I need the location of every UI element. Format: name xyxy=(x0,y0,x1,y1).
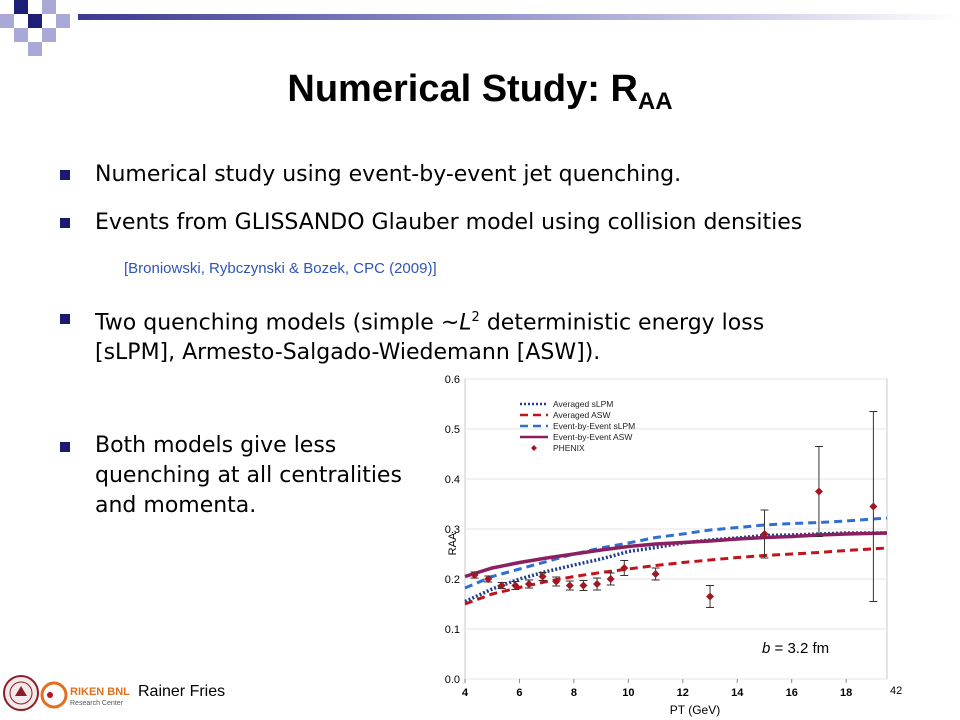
svg-text:Event-by-Event ASW: Event-by-Event ASW xyxy=(553,432,632,442)
phenix-data-point xyxy=(565,580,574,591)
corner-square-6 xyxy=(14,28,28,42)
phenix-data-point xyxy=(760,509,769,559)
bullet-text-1: Numerical study using event-by-event jet… xyxy=(95,162,682,187)
bullet-marker-2 xyxy=(60,218,70,228)
bullet-text-3: Two quenching models (simple ~L2 determi… xyxy=(95,310,765,366)
x-tick-label: 8 xyxy=(571,687,577,699)
phenix-data-point xyxy=(538,572,547,581)
x-tick-label: 16 xyxy=(786,687,798,699)
x-tick-label: 18 xyxy=(840,687,852,699)
bullet-text-4: Both models give less quenching at all c… xyxy=(95,433,402,518)
footer-author: Rainer Fries xyxy=(138,683,226,700)
impact-parameter-annotation: b = 3.2 fm xyxy=(762,640,829,657)
x-tick-label: 10 xyxy=(622,687,634,699)
x-tick-label: 6 xyxy=(516,687,522,699)
phenix-data-point xyxy=(869,411,878,602)
phenix-data-point xyxy=(497,581,506,590)
corner-square-1 xyxy=(14,0,28,14)
svg-text:Averaged sLPM: Averaged sLPM xyxy=(553,399,613,409)
y-tick-label: 0.3 xyxy=(445,524,460,536)
riken-bnl-logo: RIKEN BNL Research Center xyxy=(40,681,130,709)
corner-square-2 xyxy=(42,0,56,14)
svg-text:Averaged ASW: Averaged ASW xyxy=(553,410,611,420)
corner-square-5 xyxy=(56,14,70,28)
x-tick-label: 4 xyxy=(462,687,469,699)
y-tick-label: 0.6 xyxy=(445,374,460,386)
y-tick-label: 0.2 xyxy=(445,574,460,586)
phenix-data-point xyxy=(620,560,629,576)
y-tick-label: 0.4 xyxy=(445,474,460,486)
svg-text:Research Center: Research Center xyxy=(70,700,124,707)
raa-chart: 4 6 8 10 12 14 16 18 0.0 0.1 0.2 0.3 0.4 0.5 0.6 Aver… xyxy=(445,374,888,717)
series-line-1 xyxy=(464,546,888,606)
phenix-data-point xyxy=(606,572,615,586)
page-number: 42 xyxy=(890,685,903,697)
phenix-data-point xyxy=(524,579,533,589)
svg-text:RIKEN BNL: RIKEN BNL xyxy=(70,686,130,698)
corner-square-3 xyxy=(0,14,14,28)
svg-text:Event-by-Event sLPM: Event-by-Event sLPM xyxy=(553,421,635,431)
x-axis-label: PT (GeV) xyxy=(670,703,720,717)
header-gradient-bar xyxy=(78,14,960,20)
series-line-2 xyxy=(464,516,888,590)
series-line-3 xyxy=(464,531,888,579)
phenix-data-point xyxy=(470,571,479,579)
legend-entry: Averaged sLPM xyxy=(520,399,613,409)
corner-square-7 xyxy=(42,28,56,42)
phenix-data-point xyxy=(593,577,602,591)
legend-entry: Event-by-Event sLPM xyxy=(520,421,635,431)
legend-entry: Averaged ASW xyxy=(520,410,611,420)
phenix-data-point xyxy=(511,581,520,590)
y-tick-label: 0.0 xyxy=(445,674,460,686)
legend-entry: Event-by-Event ASW xyxy=(520,432,632,442)
x-tick-label: 14 xyxy=(731,687,744,699)
bullet-marker-1 xyxy=(60,170,70,180)
university-seal-logo xyxy=(3,675,39,711)
x-tick-label: 12 xyxy=(677,687,689,699)
legend-entry: PHENIX xyxy=(531,443,585,453)
y-axis-label: RAA xyxy=(447,532,459,555)
citation: [Broniowski, Rybczynski & Bozek, CPC (20… xyxy=(124,260,437,277)
phenix-data-point xyxy=(814,446,823,537)
slide-title: Numerical Study: RAA xyxy=(287,68,673,115)
bullet-marker-4 xyxy=(60,442,70,452)
corner-square-4 xyxy=(28,14,42,28)
phenix-data-point xyxy=(579,580,588,591)
y-tick-label: 0.5 xyxy=(445,424,460,436)
phenix-data-point xyxy=(651,567,660,581)
phenix-data-point xyxy=(706,585,715,608)
y-tick-label: 0.1 xyxy=(445,624,460,636)
bullet-text-2: Events from GLISSANDO Glauber model usin… xyxy=(95,210,803,235)
bullet-marker-3 xyxy=(60,314,70,324)
svg-text:PHENIX: PHENIX xyxy=(553,443,585,453)
corner-square-8 xyxy=(28,42,42,56)
phenix-data-point xyxy=(484,575,493,583)
phenix-data-point xyxy=(552,576,561,587)
